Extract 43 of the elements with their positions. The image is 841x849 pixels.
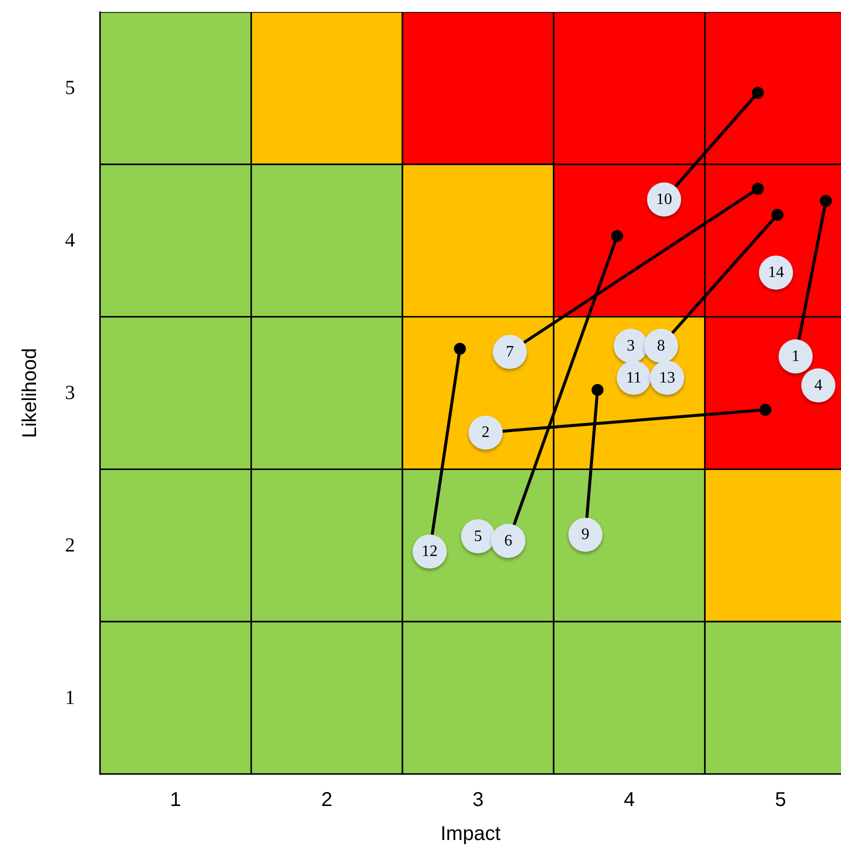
point (592, 384, 604, 396)
annotation: 6 (504, 532, 512, 550)
annotation: 4 (814, 376, 822, 394)
x-tick-label: 3 (472, 789, 484, 811)
point (611, 230, 624, 242)
annotation: 8 (657, 337, 666, 354)
x-tick-label: 5 (774, 789, 786, 811)
point (491, 524, 526, 558)
point (801, 368, 836, 402)
point (778, 339, 813, 374)
y-tick-label: 1 (65, 686, 75, 709)
annotation: 7 (506, 343, 514, 360)
annotation: 13 (659, 369, 676, 386)
point (492, 334, 527, 369)
y-tick-label: 5 (65, 77, 75, 100)
annotation: 14 (768, 264, 784, 282)
annotation: 5 (474, 528, 482, 545)
point (772, 208, 784, 221)
annotation: 11 (626, 369, 642, 386)
point (568, 518, 602, 552)
point (468, 416, 503, 450)
annotation: 3 (626, 337, 635, 354)
point (614, 328, 648, 363)
x-axis-title: Impact (440, 823, 501, 845)
point (454, 342, 466, 355)
y-axis-title: Likelihood (19, 348, 41, 438)
annotation: 2 (482, 424, 490, 442)
point (644, 328, 678, 363)
y-tick-label: 3 (65, 382, 75, 404)
y-tick-label: 4 (65, 230, 75, 252)
point (461, 519, 496, 554)
point (820, 194, 832, 207)
x-tick-label: 2 (321, 789, 332, 811)
annotation: 10 (656, 190, 672, 208)
point (759, 404, 772, 416)
annotation: 9 (581, 526, 590, 544)
annotation: 12 (422, 542, 438, 560)
point (752, 86, 764, 99)
x-tick-label: 4 (624, 789, 635, 811)
annotation: 1 (792, 348, 800, 365)
x-tick-label: 1 (170, 789, 182, 811)
point (752, 182, 764, 195)
y-tick-label: 2 (65, 534, 75, 556)
